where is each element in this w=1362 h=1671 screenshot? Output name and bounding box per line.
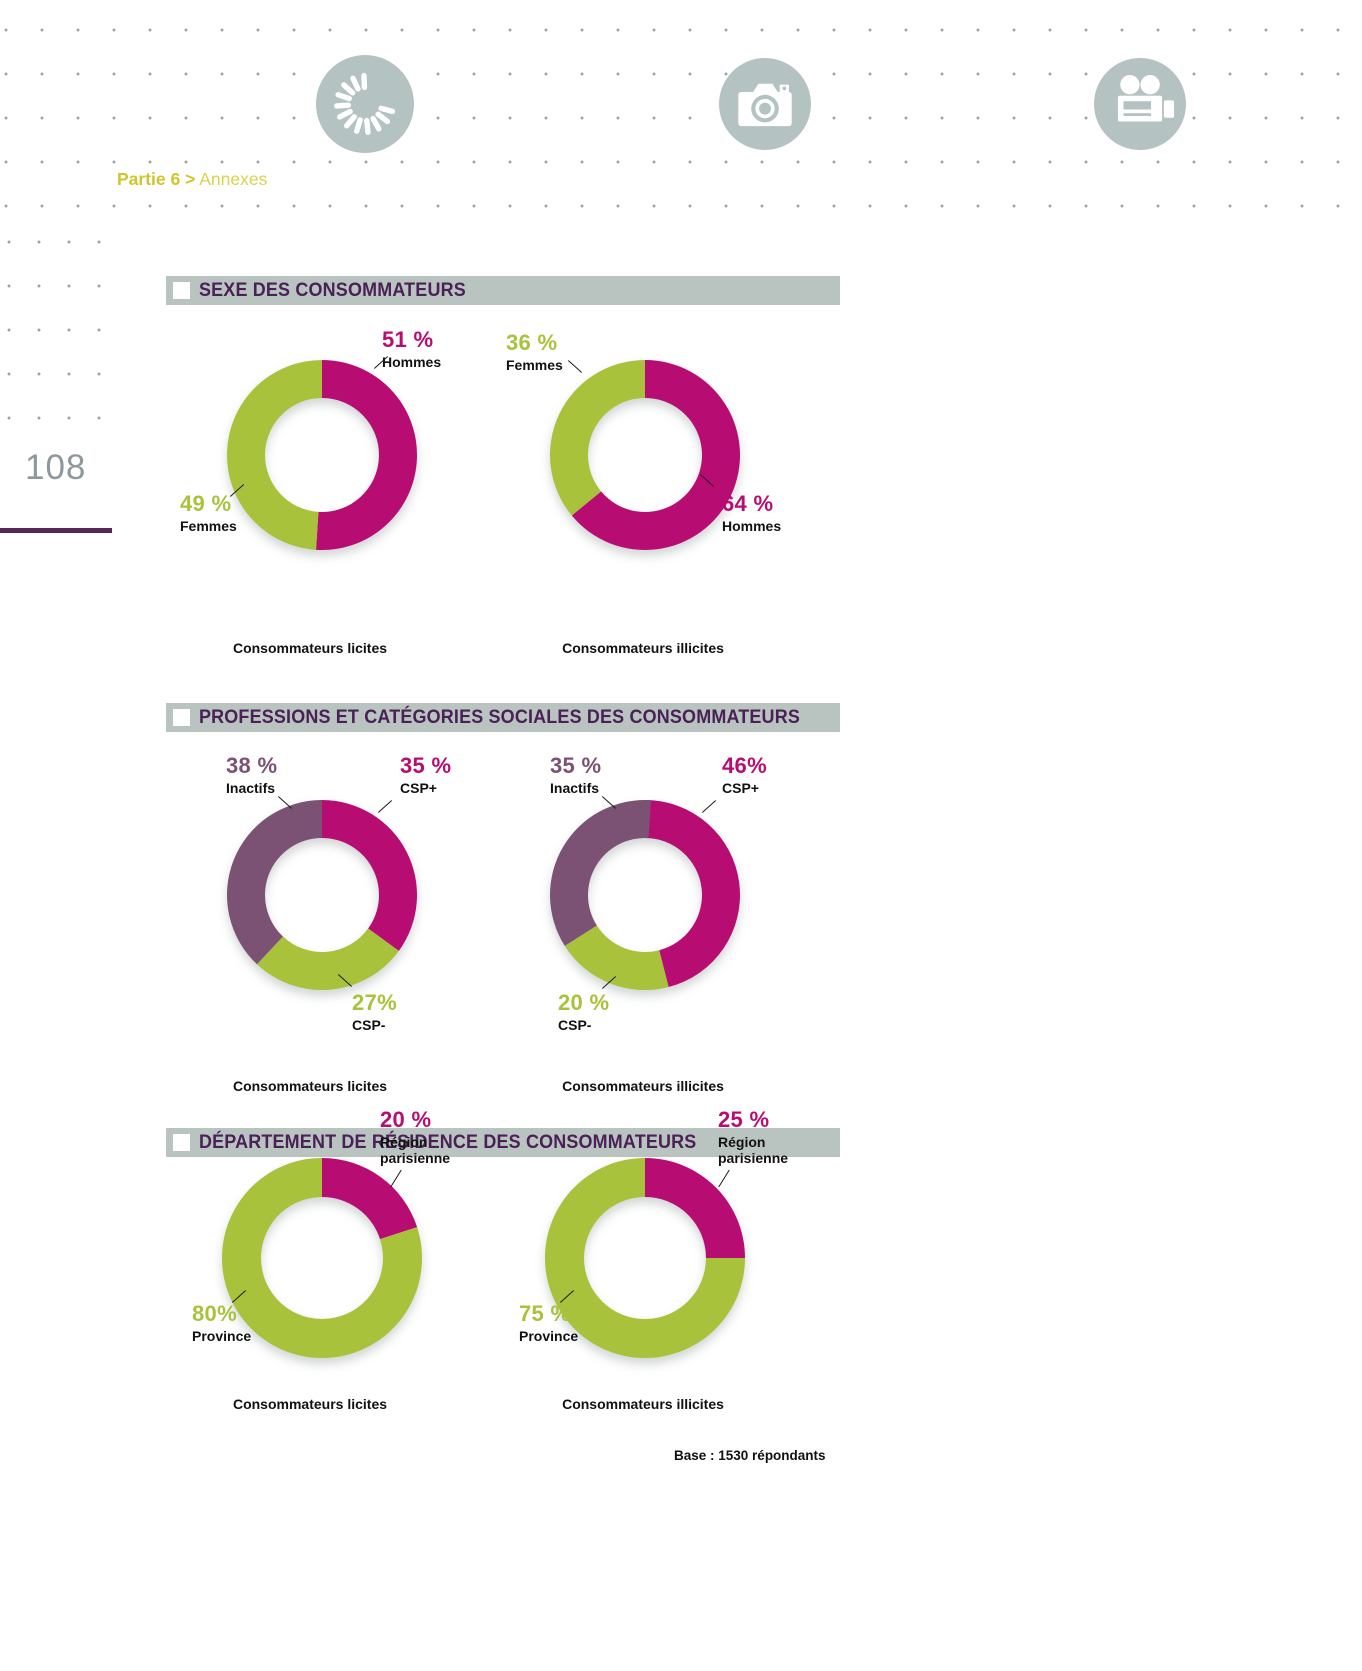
donut-slice-Région parisienne [322,1158,418,1240]
slice-category: Femmes [180,518,237,535]
breadcrumb-section: Annexes [199,169,268,189]
header-bullet-square [173,282,190,299]
loading-spinner-glyph [333,72,396,135]
photo-camera-icon [719,58,811,150]
slice-category: Province [192,1328,252,1345]
slice-category: Hommes [382,354,442,371]
slice-label-inactifs-illicites: 35 % Inactifs [550,754,601,797]
slice-value: 20 % [380,1107,432,1132]
slice-label-cspplus-illicites: 46% CSP+ [722,754,767,797]
breadcrumb-part: Partie 6 > [117,169,196,189]
donut-slice-Province [545,1158,745,1358]
donut-slice-Inactifs [226,800,322,965]
slice-label-cspminus-illicites: 20 % CSP- [558,991,609,1034]
slice-value: 27% [352,990,397,1015]
slice-category: CSP+ [400,780,437,797]
photo-camera-glyph [738,83,792,127]
section-header-professions: PROFESSIONS ET CATÉGORIES SOCIALES DES C… [166,703,840,732]
page-number: 108 [25,448,87,487]
donut-chart-residence-licites [222,1158,422,1358]
slice-label-cspminus-licites: 27% CSP- [352,991,397,1034]
slice-value: 80% [192,1301,237,1326]
slice-value: 64 % [722,491,774,516]
donut-slice-Hommes [571,360,740,550]
chart-caption-illicites: Consommateurs illicites [562,640,724,656]
donut-slice-CSP- [256,928,399,990]
slice-value: 35 % [550,753,602,778]
base-note: Base : 1530 répondants [674,1448,826,1463]
page-number-rule [0,528,112,533]
slice-label-province-licites: 80% Province [192,1302,251,1345]
slice-label-femmes-licites: 49 % Femmes [180,492,237,535]
slice-value: 75 % [519,1301,571,1326]
slice-value: 36 % [506,330,558,355]
slice-category: Région parisienne [718,1134,789,1166]
slice-category: Inactifs [226,780,276,797]
breadcrumb: Partie 6 > Annexes [117,169,267,190]
donut-slice-Inactifs [550,800,651,946]
donut-slice-Province [222,1158,422,1358]
chart-caption-illicites: Consommateurs illicites [562,1078,724,1094]
slice-label-province-illicites: 75 % Province [519,1302,578,1345]
chart-caption-licites: Consommateurs licites [232,1078,388,1094]
slice-value: 51 % [382,327,434,352]
film-camera-glyph [1117,75,1175,122]
slice-category: Province [519,1328,579,1345]
slice-category: Hommes [722,518,782,535]
slice-label-femmes-illicites: 36 % Femmes [506,331,563,374]
donut-chart-sexe-illicites [550,360,740,550]
section-title: SEXE DES CONSOMMATEURS [199,279,466,301]
donut-slice-Femmes [226,360,322,550]
chart-caption-licites: Consommateurs licites [232,640,388,656]
slice-label-hommes-illicites: 64 % Hommes [722,492,781,535]
slice-value: 38 % [226,753,278,778]
donut-chart-csp-illicites [550,800,740,990]
header-bullet-square [173,709,190,726]
section-title: DÉPARTEMENT DE RÉSIDENCE DES CONSOMMATEU… [199,1131,697,1153]
slice-category: Région parisienne [380,1134,451,1166]
donut-slice-CSP- [564,925,669,990]
slice-label-cspplus-licites: 35 % CSP+ [400,754,451,797]
film-camera-icon [1094,58,1186,150]
slice-label-region-licites: 20 % Région parisienne [380,1108,466,1166]
slice-value: 35 % [400,753,452,778]
slice-category: CSP+ [722,780,759,797]
donut-slice-CSP+ [645,800,740,988]
slice-category: CSP- [352,1017,386,1034]
slice-value: 25 % [718,1107,770,1132]
slice-category: CSP- [558,1017,592,1034]
slice-value: 46% [722,753,767,778]
dot-grid-left [0,208,104,450]
slice-value: 20 % [558,990,610,1015]
section-header-departement: DÉPARTEMENT DE RÉSIDENCE DES CONSOMMATEU… [166,1128,840,1157]
slice-value: 49 % [180,491,232,516]
chart-caption-licites: Consommateurs licites [232,1396,388,1412]
header-bullet-square [173,1134,190,1151]
slice-label-hommes-licites: 51 % Hommes [382,328,441,371]
loading-spinner-icon [316,55,414,153]
donut-chart-sexe-licites [226,360,417,550]
slice-category: Inactifs [550,780,600,797]
donut-slice-Hommes [316,360,417,550]
slice-category: Femmes [506,357,563,374]
donut-chart-residence-illicites [545,1158,745,1358]
donut-slice-Région parisienne [645,1158,745,1258]
slice-label-inactifs-licites: 38 % Inactifs [226,754,277,797]
section-header-sexe: SEXE DES CONSOMMATEURS [166,276,840,305]
donut-chart-csp-licites [226,800,417,990]
chart-caption-illicites: Consommateurs illicites [562,1396,724,1412]
section-title: PROFESSIONS ET CATÉGORIES SOCIALES DES C… [199,706,800,728]
donut-slice-CSP+ [322,800,417,951]
donut-slice-Femmes [550,360,645,516]
slice-label-region-illicites: 25 % Région parisienne [718,1108,804,1166]
